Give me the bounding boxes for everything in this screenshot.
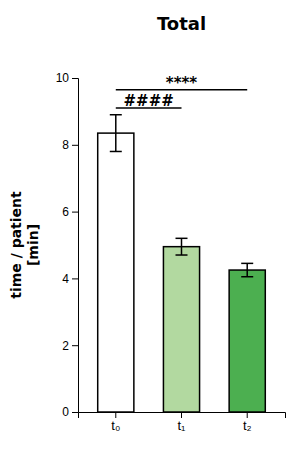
y-tick-mark	[72, 78, 78, 79]
x-axis: t₀ t₁ t₂	[79, 412, 286, 433]
y-tick: 2	[62, 339, 78, 353]
y-label-line: [min]	[25, 224, 41, 266]
error-bar	[176, 238, 188, 255]
error-bar-cap	[110, 151, 122, 153]
y-tick-label: 10	[56, 71, 70, 85]
chart: Total 0 2 4 6 8 10 t₀ t₁ t₂ time / patient[min] ***…	[0, 0, 300, 450]
y-tick-mark	[72, 278, 78, 279]
y-axis: 0 2 4 6 8 10	[56, 71, 79, 419]
y-label-line: time / patient	[8, 191, 24, 299]
x-tick: t₂	[243, 412, 252, 433]
error-bar	[110, 115, 122, 152]
x-tick: t₀	[111, 412, 120, 433]
x-tick-mark	[115, 412, 116, 418]
error-bar-cap	[241, 263, 253, 265]
x-tick-label: t₂	[243, 418, 252, 433]
y-tick: 8	[62, 138, 78, 152]
annotations: ****####	[116, 74, 247, 110]
x-tick: t₁	[178, 412, 187, 433]
error-bar-cap	[110, 114, 122, 116]
y-tick-mark	[72, 412, 78, 413]
y-tick-label: 4	[62, 272, 69, 286]
y-tick-mark	[72, 212, 78, 213]
x-tick-label: t₀	[111, 418, 120, 433]
plot: 0 2 4 6 8 10 t₀ t₁ t₂ time / patient[min] ****####	[8, 71, 286, 433]
y-tick-label: 8	[62, 138, 69, 152]
y-tick: 0	[62, 405, 78, 419]
error-bar-line	[181, 238, 183, 255]
significance-label: ****	[166, 74, 198, 92]
bar	[98, 133, 134, 412]
y-tick-mark	[72, 145, 78, 146]
error-bar-cap	[176, 238, 188, 240]
bar	[229, 270, 265, 412]
y-tick: 6	[62, 205, 78, 219]
error-bar-line	[246, 263, 248, 276]
error-bar-cap	[176, 254, 188, 256]
y-tick-label: 2	[62, 339, 69, 353]
error-bar-line	[115, 115, 117, 152]
title: Total	[157, 13, 206, 34]
y-tick: 10	[56, 71, 78, 85]
marks	[98, 115, 266, 412]
y-tick-label: 0	[62, 405, 69, 419]
bar	[163, 247, 199, 412]
y-label: time / patient[min]	[8, 191, 41, 299]
error-bar	[241, 263, 253, 276]
significance-label: ####	[124, 92, 174, 110]
x-tick-label: t₁	[178, 418, 187, 433]
y-axis-line	[72, 79, 79, 413]
x-tick-mark	[181, 412, 182, 418]
error-bar-cap	[241, 276, 253, 278]
y-tick: 4	[62, 272, 78, 286]
x-axis-line	[79, 413, 286, 419]
x-tick-mark	[247, 412, 248, 418]
y-tick-label: 6	[62, 205, 69, 219]
y-tick-mark	[72, 345, 78, 346]
